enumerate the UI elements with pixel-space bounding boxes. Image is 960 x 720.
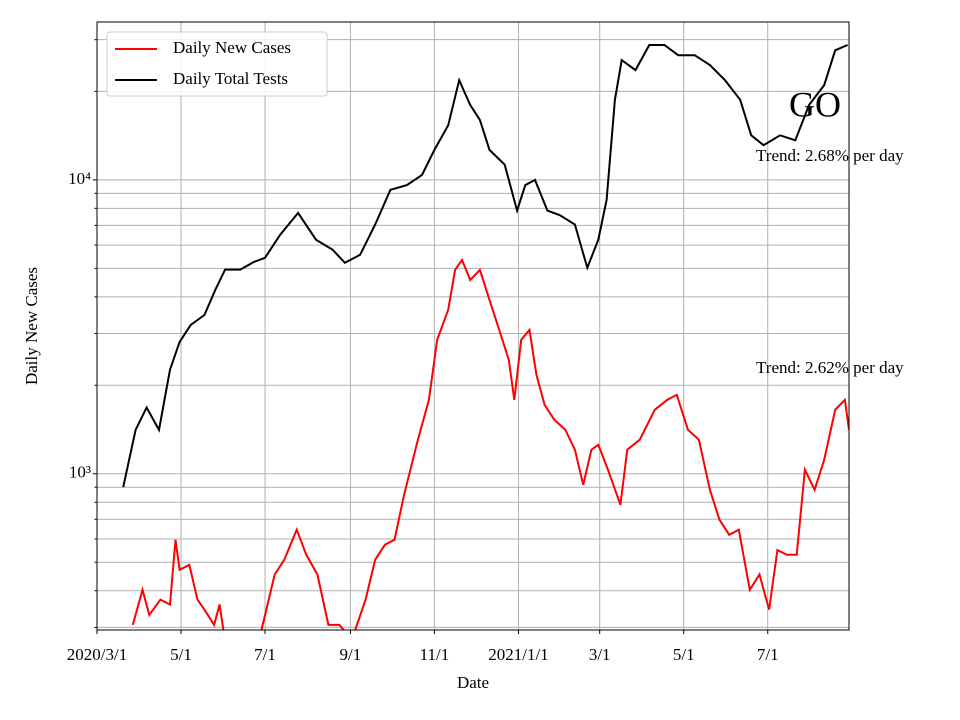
x-tick-label: 2021/1/1 <box>488 645 548 664</box>
x-tick-label: 7/1 <box>757 645 779 664</box>
plot-area <box>122 44 849 630</box>
annotation: GO <box>789 84 841 124</box>
x-tick-label: 2020/3/1 <box>67 645 127 664</box>
data-line <box>131 257 849 630</box>
y-tick-label: 10⁴ <box>68 169 91 188</box>
plot-frame <box>96 21 850 631</box>
x-tick-label: 11/1 <box>420 645 450 664</box>
y-axis-label: Daily New Cases <box>22 267 41 385</box>
annotation: Trend: 2.68% per day <box>756 146 904 165</box>
legend-box <box>106 31 328 97</box>
x-tick-label: 9/1 <box>340 645 362 664</box>
x-tick-label: 5/1 <box>673 645 695 664</box>
x-tick-label: 3/1 <box>589 645 611 664</box>
legend-label: Daily Total Tests <box>173 69 288 88</box>
x-axis-label: Date <box>457 673 489 692</box>
annotation: Trend: 2.62% per day <box>756 358 904 377</box>
y-tick-label: 10³ <box>69 463 91 482</box>
legend-label: Daily New Cases <box>173 38 291 57</box>
data-line <box>122 44 848 488</box>
x-tick-label: 7/1 <box>254 645 276 664</box>
x-tick-label: 5/1 <box>170 645 192 664</box>
